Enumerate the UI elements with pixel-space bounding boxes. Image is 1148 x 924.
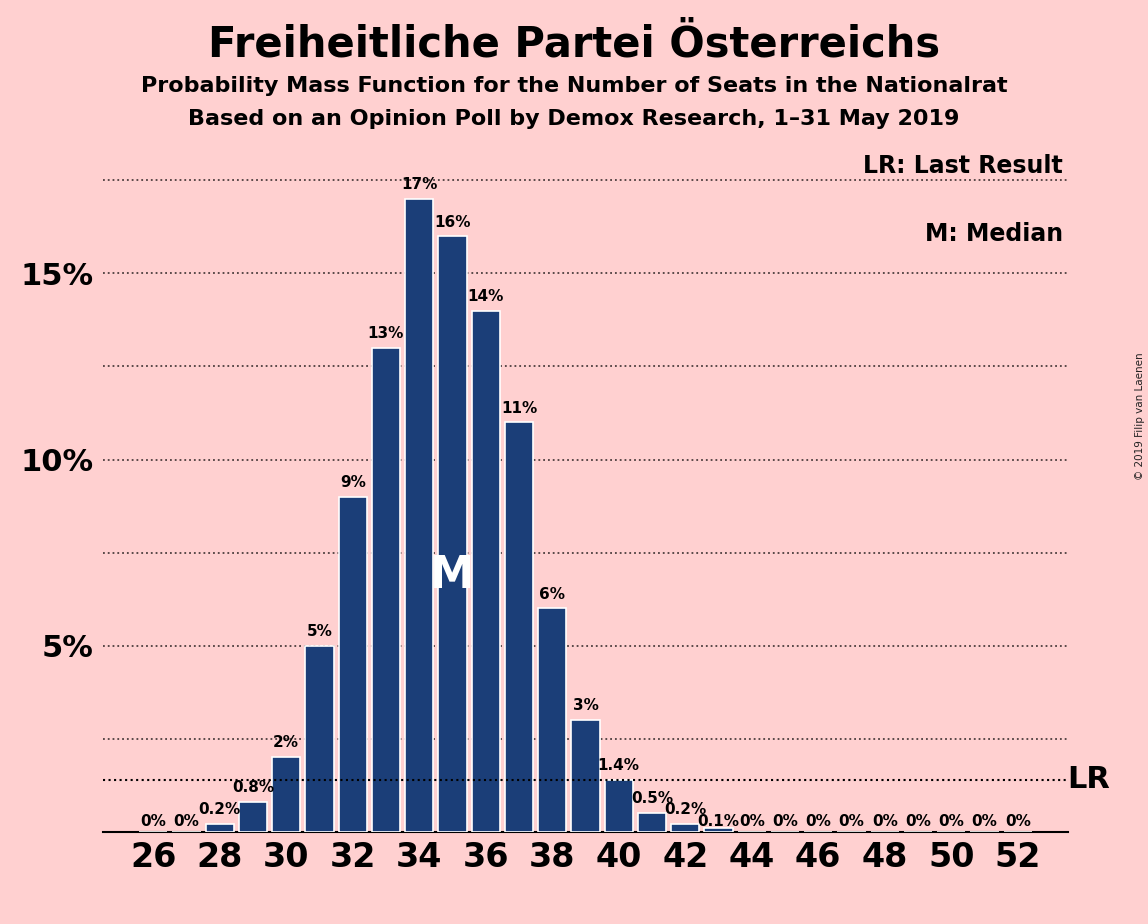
Bar [638, 813, 666, 832]
Text: 6%: 6% [540, 587, 565, 602]
Bar [538, 608, 566, 832]
Bar [239, 802, 267, 832]
Bar [672, 824, 699, 832]
Text: 0.8%: 0.8% [232, 780, 274, 796]
Text: 3%: 3% [573, 699, 598, 713]
Bar [272, 757, 301, 832]
Text: 0%: 0% [838, 814, 864, 829]
Text: Freiheitliche Partei Österreichs: Freiheitliche Partei Österreichs [208, 23, 940, 65]
Text: 0.2%: 0.2% [199, 802, 241, 818]
Bar [505, 422, 533, 832]
Bar [339, 497, 367, 832]
Text: 14%: 14% [467, 289, 504, 304]
Text: 9%: 9% [340, 475, 366, 490]
Text: 0%: 0% [1004, 814, 1031, 829]
Text: LR: LR [1068, 765, 1110, 794]
Text: 0%: 0% [140, 814, 166, 829]
Text: 0.1%: 0.1% [698, 814, 739, 829]
Text: M: Median: M: Median [924, 223, 1063, 247]
Bar [205, 824, 234, 832]
Text: 1.4%: 1.4% [598, 758, 639, 772]
Bar [405, 199, 433, 832]
Text: 0%: 0% [805, 814, 831, 829]
Bar [605, 780, 633, 832]
Text: 0.2%: 0.2% [664, 802, 706, 818]
Text: © 2019 Filip van Laenen: © 2019 Filip van Laenen [1135, 352, 1145, 480]
Bar [705, 828, 732, 832]
Text: 0%: 0% [971, 814, 998, 829]
Text: Probability Mass Function for the Number of Seats in the Nationalrat: Probability Mass Function for the Number… [141, 76, 1007, 96]
Bar [572, 720, 599, 832]
Text: 0%: 0% [173, 814, 200, 829]
Text: 2%: 2% [273, 736, 300, 750]
Text: 13%: 13% [367, 326, 404, 341]
Bar [439, 237, 466, 832]
Text: 0%: 0% [938, 814, 964, 829]
Text: 0%: 0% [773, 814, 798, 829]
Text: Based on an Opinion Poll by Demox Research, 1–31 May 2019: Based on an Opinion Poll by Demox Resear… [188, 109, 960, 129]
Text: 0.5%: 0.5% [631, 791, 673, 807]
Bar [472, 310, 499, 832]
Text: 0%: 0% [905, 814, 931, 829]
Text: 5%: 5% [307, 624, 333, 638]
Text: 17%: 17% [401, 177, 437, 192]
Text: LR: Last Result: LR: Last Result [863, 153, 1063, 177]
Text: 16%: 16% [434, 214, 471, 229]
Text: 0%: 0% [871, 814, 898, 829]
Text: 11%: 11% [501, 401, 537, 416]
Bar [372, 347, 401, 832]
Text: 0%: 0% [739, 814, 765, 829]
Text: M: M [430, 554, 474, 597]
Bar [305, 646, 334, 832]
